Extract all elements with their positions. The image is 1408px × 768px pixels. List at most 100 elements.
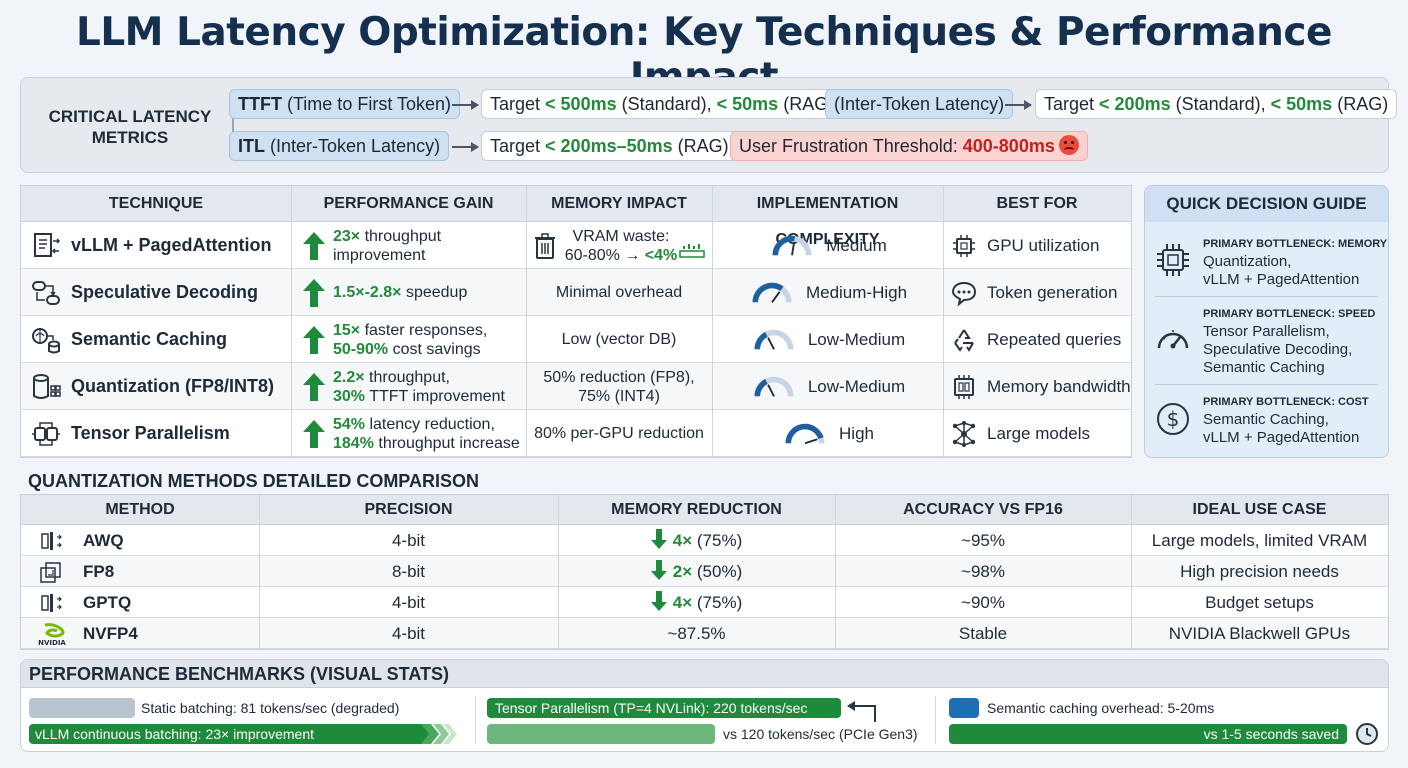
complexity-label: Low-Medium <box>807 329 906 349</box>
memory-icon <box>954 374 974 399</box>
document-icon <box>34 232 61 257</box>
return-arrow-icon <box>847 701 876 722</box>
ttft-pill: TTFT (Time to First Token) <box>229 89 461 119</box>
seconds-saved-bar <box>949 724 1347 744</box>
network-icon <box>952 420 976 447</box>
chevrons-icon <box>421 724 457 744</box>
technique-name: vLLM + PagedAttention <box>71 235 272 255</box>
arrow-icon <box>1005 100 1032 110</box>
best-for-label: GPU utilization <box>987 235 1100 255</box>
tensor-parallelism-label: Tensor Parallelism (TP=4 NVLink): 220 to… <box>495 700 808 716</box>
recycle-icon <box>954 328 974 352</box>
quantization-row: FP8 8-bit 2× (50%) ~98% High precision needs <box>21 556 1388 587</box>
down-arrow-icon <box>650 529 667 549</box>
tensor-parallelism-bar <box>487 698 841 718</box>
gpu-cluster-icon <box>32 421 60 446</box>
critical-metrics-label: CRITICAL LATENCY METRICS <box>48 107 212 147</box>
header-memory-impact: MEMORY IMPACT <box>551 195 687 212</box>
vllm-batching-label: vLLM continuous batching: 23× improvemen… <box>35 726 314 742</box>
seconds-saved-label: vs 1-5 seconds saved <box>1203 726 1339 742</box>
clock-icon <box>1356 723 1378 745</box>
flow-icon <box>32 280 60 305</box>
complexity-gauge-icon <box>752 282 792 303</box>
semantic-caching-label: Semantic caching overhead: 5-20ms <box>987 700 1215 716</box>
complexity-gauge-icon <box>754 376 794 397</box>
technique-row: vLLM + PagedAttention 23× throughput impro… <box>21 222 1131 269</box>
technique-name: Tensor Parallelism <box>71 423 230 443</box>
best-for-label: Token generation <box>987 282 1118 302</box>
down-arrow-icon <box>650 560 667 580</box>
complexity-label: Medium <box>826 235 887 255</box>
itl-target-top: Target < 200ms (Standard), < 50ms (RAG) <box>1035 89 1398 119</box>
technique-row: Quantization (FP8/INT8) 2.2× throughput, 3… <box>21 363 1131 410</box>
frustration-threshold: User Frustration Threshold: 400-800ms <box>730 131 1088 161</box>
itl-target: Target < 200ms–50ms (RAG) <box>481 131 738 161</box>
quantization-table: METHOD PRECISION MEMORY REDUCTION ACCURA… <box>20 494 1389 650</box>
guide-item-speed: PRIMARY BOTTLENECK: SPEED Tensor Paralle… <box>1145 298 1388 386</box>
method-name: AWQ <box>83 531 124 550</box>
ideal-use-case: Large models, limited VRAM <box>1151 531 1368 550</box>
precision: 4-bit <box>391 624 426 643</box>
svg-text:$: $ <box>1167 407 1180 431</box>
up-arrow-icon <box>303 325 325 354</box>
ideal-use-case: Budget setups <box>1205 593 1314 612</box>
nvidia-logo-icon: NVIDIA <box>38 622 66 647</box>
itl-pill: ITL (Inter-Token Latency) <box>229 131 450 161</box>
pcie-bar <box>487 724 715 744</box>
accuracy: Stable <box>958 624 1008 643</box>
quantization-title: QUANTIZATION METHODS DETAILED COMPARISON <box>28 471 479 491</box>
layers-icon <box>40 561 61 583</box>
chip-icon <box>953 234 975 257</box>
complexity-gauge-icon <box>754 329 794 350</box>
precision: 4-bit <box>391 593 426 612</box>
technique-name: Semantic Caching <box>71 329 228 349</box>
benchmarks-header: PERFORMANCE BENCHMARKS (VISUAL STATS) <box>20 659 1389 687</box>
guide-title: QUICK DECISION GUIDE <box>1145 186 1388 222</box>
pcie-label: vs 120 tokens/sec (PCIe Gen3) <box>723 726 918 742</box>
divider <box>232 90 234 160</box>
complexity-label: High <box>839 423 874 443</box>
memory-reduction: 4× (75%) <box>558 525 835 556</box>
ideal-use-case: NVIDIA Blackwell GPUs <box>1168 624 1351 643</box>
up-arrow-icon <box>303 278 325 307</box>
accuracy: ~90% <box>961 593 1005 612</box>
technique-row: Tensor Parallelism 54% latency reduction,… <box>21 410 1131 457</box>
quantization-row: GPTQ 4-bit 4× (75%) ~90% Budget setups <box>21 587 1388 618</box>
arrow-icon <box>452 142 479 152</box>
ttft-target: Target < 500ms (Standard), < 50ms (RAG) <box>481 89 844 119</box>
sliders-icon <box>41 531 62 550</box>
semantic-caching-bar <box>949 698 979 718</box>
static-batching-label: Static batching: 81 tokens/sec (degraded… <box>141 700 400 716</box>
vllm-batching-bar <box>29 724 429 744</box>
memory-reduction: 2× (50%) <box>558 556 835 587</box>
accuracy: ~95% <box>961 531 1005 550</box>
memory-module-icon <box>679 244 705 258</box>
arrow-icon <box>452 100 479 110</box>
angry-face-icon <box>1058 135 1079 155</box>
techniques-table: TECHNIQUE PERFORMANCE GAIN MEMORY IMPACT… <box>20 185 1132 458</box>
complexity-label: Low-Medium <box>807 376 906 396</box>
guide-item-cost: $ PRIMARY BOTTLENECK: COST Semantic Cach… <box>1145 386 1388 457</box>
technique-name: Quantization (FP8/INT8) <box>71 376 275 396</box>
svg-text:NVIDIA: NVIDIA <box>38 639 66 647</box>
header-performance-gain: PERFORMANCE GAIN <box>323 195 494 212</box>
best-for-label: Large models <box>987 423 1091 443</box>
benchmarks-panel: Static batching: 81 tokens/sec (degraded… <box>20 687 1389 752</box>
trash-icon <box>534 232 555 259</box>
best-for-label: Memory bandwidth <box>987 376 1131 396</box>
method-name: NVFP4 <box>83 624 138 643</box>
chip-icon <box>1157 244 1189 276</box>
complexity-gauge-icon <box>772 235 812 256</box>
best-for-label: Repeated queries <box>987 329 1122 349</box>
up-arrow-icon <box>303 372 325 401</box>
guide-item-memory: PRIMARY BOTTLENECK: MEMORY Quantization,… <box>1145 222 1388 302</box>
precision: 4-bit <box>391 531 426 550</box>
header-technique: TECHNIQUE <box>108 195 204 212</box>
quick-decision-guide: QUICK DECISION GUIDE PRIMARY BOTTLENECK:… <box>1144 185 1389 458</box>
quantization-row: NVIDIA NVFP4 4-bit ~87.5% Stable NVIDIA Black… <box>21 618 1388 649</box>
method-name: FP8 <box>83 562 115 581</box>
up-arrow-icon <box>303 231 325 260</box>
memory-reduction: ~87.5% <box>667 624 726 643</box>
quantization-row: AWQ 4-bit 4× (75%) ~95% Large models, limite… <box>21 525 1388 556</box>
dollar-icon: $ <box>1157 403 1189 435</box>
